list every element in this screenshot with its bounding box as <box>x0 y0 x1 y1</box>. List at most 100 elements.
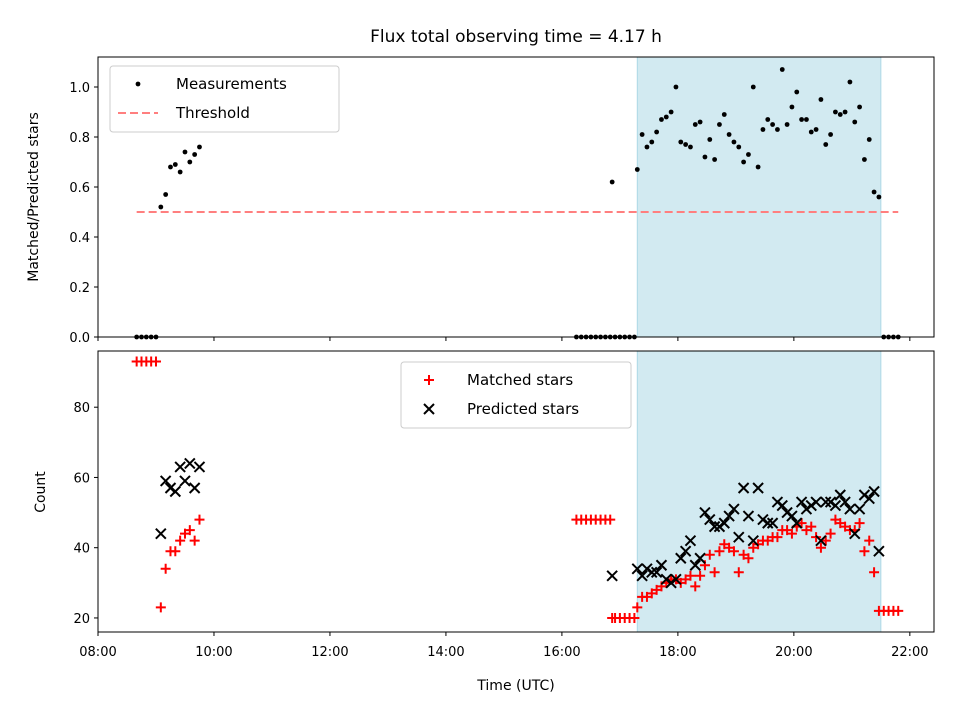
bottom-y-tick-label: 60 <box>73 471 90 486</box>
measurement-point <box>654 129 660 135</box>
legend-marker-predicted-stars <box>423 403 435 415</box>
predicted-stars-point <box>174 461 186 473</box>
predicted-stars-point <box>762 517 774 529</box>
matched-stars-point <box>605 514 616 525</box>
predicted-stars-point <box>188 482 201 494</box>
matched-stars-point <box>690 581 701 592</box>
matched-stars-point <box>155 602 166 613</box>
predicted-stars-point <box>795 496 808 508</box>
matched-stars-point <box>786 528 797 539</box>
predicted-stars-point <box>737 482 750 494</box>
measurement-point <box>750 84 756 90</box>
predicted-stars-point <box>868 485 880 498</box>
predicted-stars-point <box>718 517 730 529</box>
matched-stars-point <box>194 514 205 525</box>
predicted-stars-point <box>670 573 682 586</box>
measurement-point <box>673 84 679 90</box>
chart-title: Flux total observing time = 4.17 h <box>370 27 662 47</box>
predicted-stars-point <box>675 552 687 564</box>
measurement-point <box>158 204 164 210</box>
top-legend-box <box>109 65 340 133</box>
measurement-point <box>823 142 829 147</box>
matched-stars-point <box>806 521 817 532</box>
measurement-point <box>799 117 804 122</box>
matched-stars-point <box>825 528 836 539</box>
predicted-stars-point <box>733 531 745 543</box>
measurement-point <box>842 109 848 115</box>
measurement-point <box>168 164 173 170</box>
top-panel: 0.0 0.2 0.4 0.6 0.8 1.0 Measurements Threshold <box>69 56 935 346</box>
top-y-axis-label: Matched/Predicted stars <box>26 112 42 282</box>
matched-stars-point <box>160 563 171 574</box>
x-axis-label: Time (UTC) <box>476 678 554 694</box>
matched-stars-point <box>743 553 754 564</box>
matched-stars-point <box>733 567 744 578</box>
bottom-shaded-region <box>637 351 881 632</box>
legend-label: Matched stars <box>467 371 573 389</box>
matched-stars-point <box>796 518 807 529</box>
legend-marker-measurements <box>135 81 141 87</box>
measurement-point <box>770 122 775 127</box>
bottom-y-axis-label: Count <box>33 471 49 513</box>
measurement-point <box>692 122 698 127</box>
measurement-point <box>731 139 737 145</box>
measurement-point <box>789 104 795 110</box>
predicted-stars-point <box>606 570 618 582</box>
measurement-point <box>866 137 872 142</box>
measurement-point <box>644 144 650 150</box>
x-tick-label: 20:00 <box>775 645 812 660</box>
predicted-stars-point <box>839 496 851 508</box>
measurement-point <box>833 109 838 115</box>
measurement-point <box>649 139 655 145</box>
matched-stars-point <box>685 570 696 581</box>
bottom-panel: 20 40 60 80 08:00 10:00 12:00 14:00 16:00 18:00 20… <box>73 350 935 660</box>
measurement-point <box>177 169 183 175</box>
predicted-stars-point <box>810 496 822 508</box>
measurement-point <box>813 127 819 132</box>
top-y-tick-label: 0.0 <box>69 331 90 346</box>
measurement-point <box>702 154 708 160</box>
matched-stars-point <box>184 525 195 536</box>
x-tick-label: 10:00 <box>195 645 232 660</box>
predicted-stars-point <box>646 566 658 578</box>
predicted-stars-point <box>708 520 721 533</box>
measurement-point <box>182 149 188 155</box>
measurement-point <box>668 109 674 115</box>
predicted-stars-point <box>820 496 832 508</box>
bottom-y-tick-label: 80 <box>73 401 90 416</box>
measurement-point <box>717 122 722 127</box>
measurement-point <box>707 137 713 142</box>
matched-stars-point <box>854 518 865 529</box>
measurement-point <box>736 144 742 150</box>
matched-stars-point <box>150 356 161 367</box>
predicted-stars-point <box>791 517 803 529</box>
matched-stars-point <box>170 546 181 557</box>
predicted-stars-point <box>776 499 788 512</box>
measurement-point <box>683 142 689 147</box>
matched-stars-point <box>864 535 875 546</box>
measurement-point <box>760 127 766 132</box>
measurement-point <box>187 159 193 165</box>
predicted-stars-point <box>728 503 740 515</box>
measurement-point <box>755 164 761 170</box>
matched-stars-point <box>869 567 880 578</box>
predicted-stars-point <box>631 563 643 575</box>
predicted-stars-point <box>815 534 827 547</box>
predicted-stars-point <box>834 489 846 501</box>
measurement-point <box>857 104 862 110</box>
measurement-point <box>741 159 747 165</box>
measurement-point <box>197 144 202 150</box>
predicted-stars-point <box>655 559 668 571</box>
predicted-stars-point <box>684 534 697 547</box>
predicted-stars-point <box>179 475 191 487</box>
predicted-stars-point <box>853 503 866 515</box>
matched-stars-point <box>728 546 739 557</box>
predicted-stars-point <box>844 503 856 515</box>
top-axes-frame <box>97 56 935 338</box>
predicted-stars-point <box>699 506 711 519</box>
matched-stars-point <box>714 546 725 557</box>
bottom-y-tick-label: 40 <box>73 542 90 557</box>
bottom-legend-box <box>400 361 632 429</box>
x-tick-label: 08:00 <box>79 645 116 660</box>
